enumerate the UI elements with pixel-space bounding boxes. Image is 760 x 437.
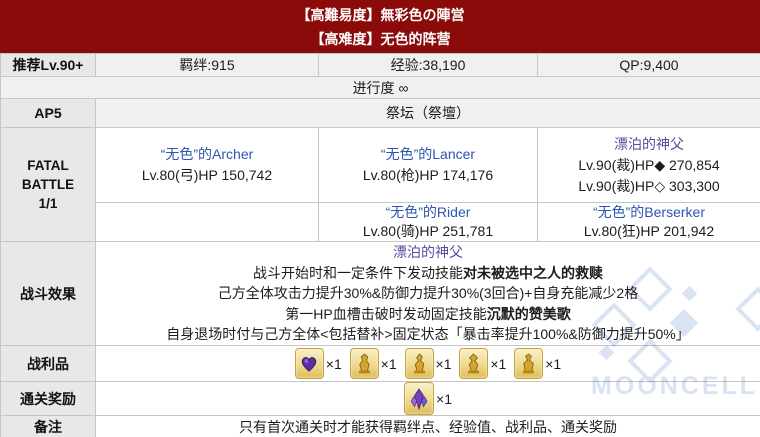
enemy-hp-rider: Lv.80(骑)HP 251,781: [362, 223, 494, 239]
drop-item: ×1: [294, 348, 342, 379]
remark-text: 只有首次通关时才能获得羁绊点、经验值、战利品、通关奖励: [95, 415, 760, 437]
drop-count: ×1: [490, 355, 507, 372]
effects-line-buff: 己方全体攻击力提升30%&防御力提升30%(3回合)+自身充能减少2格: [217, 285, 639, 302]
drop-item: ×1: [514, 348, 561, 379]
recommend-level-label: 推荐Lv.90+: [0, 53, 96, 77]
fatal-battle-count: 1/1: [38, 196, 58, 211]
crystal-glyph: [410, 387, 428, 410]
gold-statue-item-icon[interactable]: [514, 348, 544, 379]
drop-count: ×1: [435, 355, 452, 372]
enemy-hp-lancer: Lv.80(枪)HP 174,176: [362, 167, 494, 183]
quest-title-cn: 【高难度】无色的阵营: [310, 31, 451, 47]
bond-value: 羁绊:915: [95, 53, 319, 77]
effects-line-skill-on-start: 战斗开始时和一定条件下发动技能对未被选中之人的救赎: [96, 263, 760, 284]
drop-count: ×1: [380, 355, 397, 372]
quest-title-header: 【高難易度】無彩色の陣営 【高难度】无色的阵营: [0, 0, 760, 54]
ap-cost-label: AP5: [0, 98, 96, 128]
effects-enemy-link-priest[interactable]: 漂泊的神父: [393, 244, 463, 261]
enemy-cell-berserker: “无色”的Berserker Lv.80(狂)HP 201,942: [537, 202, 760, 242]
enemy-cell-archer: “无色”的Archer Lv.80(弓)HP 150,742: [95, 127, 319, 203]
enemy-link-archer[interactable]: “无色”的Archer: [160, 146, 254, 162]
clear-reward-label: 通关奖励: [0, 381, 96, 416]
enemy-cell-empty: [95, 202, 319, 242]
statue-glyph: [358, 353, 370, 374]
battle-effects-label: 战斗效果: [0, 241, 96, 346]
enemy-hp-archer: Lv.80(弓)HP 150,742: [141, 167, 273, 183]
battle-effects-content: 漂泊的神父 战斗开始时和一定条件下发动技能对未被选中之人的救赎 己方全体攻击力提…: [95, 241, 760, 346]
enemy-link-priest[interactable]: 漂泊的神父: [614, 135, 684, 152]
effects-line2-pre: 战斗开始时和一定条件下发动技能: [253, 264, 463, 281]
enemy-hp-berserker: Lv.80(狂)HP 201,942: [583, 223, 715, 239]
statue-glyph: [468, 353, 480, 374]
drop-item: ×1: [459, 348, 506, 379]
fatal-battle-label: FATAL BATTLE 1/1: [0, 127, 96, 242]
heart-glyph: [302, 356, 317, 372]
effects-line-break-skill: 第一HP血槽击破时发动固定技能沉默的赞美歌: [96, 304, 760, 325]
qp-value: QP:9,400: [537, 53, 760, 77]
drop-item: ×1: [349, 348, 397, 379]
quest-title-jp: 【高難易度】無彩色の陣営: [296, 7, 465, 23]
reward-item: ×1: [404, 382, 452, 415]
quest-location: 祭坛（祭壇）: [95, 98, 760, 128]
drops-content: ×1 ×1: [95, 345, 760, 382]
gold-statue-item-icon[interactable]: [349, 348, 379, 379]
statue-glyph: [413, 353, 425, 374]
enemy-link-lancer[interactable]: “无色”的Lancer: [380, 146, 476, 162]
gold-statue-item-icon[interactable]: [459, 348, 489, 379]
enemy-hp-priest-bar2: Lv.90(裁)HP◇ 303,300: [578, 177, 720, 194]
clear-reward-content: ×1: [95, 381, 760, 416]
drop-item: ×1: [404, 348, 452, 379]
remark-label: 备注: [0, 415, 96, 437]
purple-heart-item-icon[interactable]: [294, 348, 324, 379]
enemy-cell-rider: “无色”的Rider Lv.80(骑)HP 251,781: [318, 202, 538, 242]
fatal-battle-text: FATAL BATTLE: [21, 158, 75, 192]
enemy-link-rider[interactable]: “无色”的Rider: [385, 204, 471, 220]
effects-line4-pre: 第一HP血槽击破时发动固定技能: [285, 305, 487, 322]
progress-row: 进行度 ∞: [0, 76, 760, 99]
purple-crystal-item-icon[interactable]: [404, 382, 435, 415]
effects-line2-skill-name: 对未被选中之人的救赎: [463, 264, 603, 281]
enemy-cell-priest: 漂泊的神父 Lv.90(裁)HP◆ 270,854 Lv.90(裁)HP◇ 30…: [537, 127, 760, 203]
statue-glyph: [523, 353, 535, 374]
exp-value: 经验:38,190: [318, 53, 538, 77]
reward-count: ×1: [436, 390, 452, 407]
gold-statue-item-icon[interactable]: [404, 348, 434, 379]
enemy-link-berserker[interactable]: “无色”的Berserker: [592, 204, 705, 220]
effects-line-on-death: 自身退场时付与己方全体<包括替补>固定状态「暴击率提升100%&防御力提升50%…: [166, 326, 690, 343]
drop-count: ×1: [325, 355, 342, 372]
drop-count: ×1: [545, 355, 562, 372]
enemy-cell-lancer: “无色”的Lancer Lv.80(枪)HP 174,176: [318, 127, 538, 203]
drops-label: 战利品: [0, 345, 96, 382]
effects-line4-skill-name: 沉默的赞美歌: [486, 305, 571, 322]
enemy-hp-priest-bar1: Lv.90(裁)HP◆ 270,854: [578, 156, 720, 173]
